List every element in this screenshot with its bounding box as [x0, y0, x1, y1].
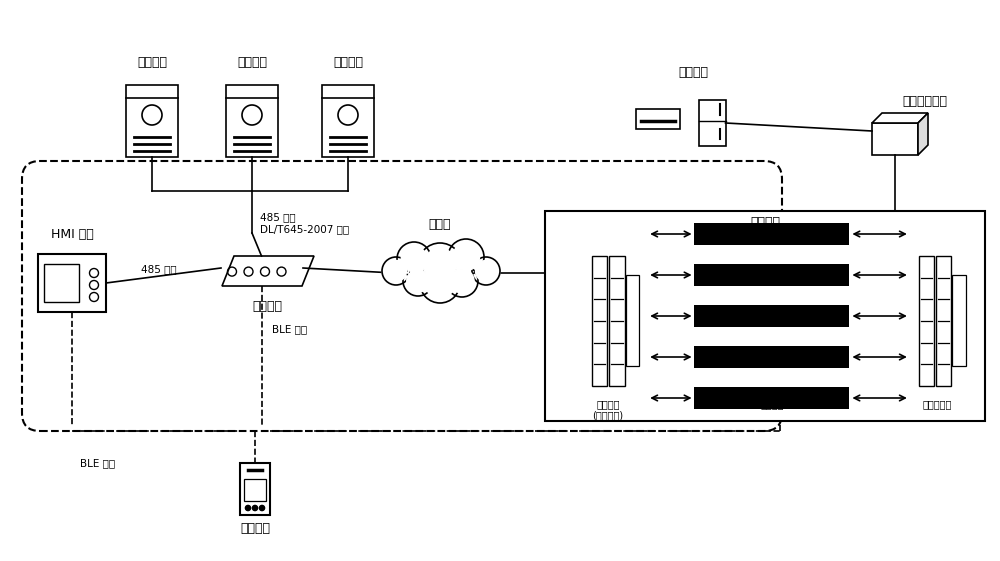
Bar	[694, 305, 849, 327]
Circle shape	[420, 263, 460, 303]
Bar	[694, 264, 849, 286]
Bar	[918, 256, 934, 386]
Circle shape	[407, 270, 429, 292]
Bar	[609, 256, 624, 386]
Text: 业务服务器: 业务服务器	[922, 399, 952, 409]
Circle shape	[446, 265, 478, 297]
Circle shape	[382, 257, 410, 285]
Circle shape	[252, 505, 258, 511]
Circle shape	[450, 269, 474, 293]
Text: 消息队列: 消息队列	[760, 399, 784, 409]
Bar	[636, 109, 680, 129]
Bar	[44, 264, 79, 302]
Text: BLE 无线: BLE 无线	[80, 458, 115, 468]
Bar	[952, 275, 966, 366]
Circle shape	[472, 257, 500, 285]
Text: 计量电表: 计量电表	[237, 57, 267, 70]
Bar	[694, 387, 849, 409]
Circle shape	[452, 243, 480, 270]
Circle shape	[448, 239, 484, 275]
Circle shape	[397, 242, 431, 276]
Bar	[240, 463, 270, 515]
Bar	[38, 254, 106, 312]
Polygon shape	[872, 113, 928, 123]
Bar	[694, 223, 849, 245]
Text: 接入集群
(安全解析): 接入集群 (安全解析)	[592, 399, 624, 421]
Text: 485 总线: 485 总线	[141, 264, 177, 274]
Bar	[322, 85, 374, 157]
Text: 用电设备: 用电设备	[678, 67, 708, 80]
Bar	[936, 256, 951, 386]
Bar	[126, 85, 178, 157]
Circle shape	[386, 260, 407, 282]
Text: 485 总线: 485 总线	[260, 212, 296, 222]
Bar	[698, 100, 726, 146]
Text: BLE 无线: BLE 无线	[272, 324, 307, 334]
Text: 服务后台: 服务后台	[750, 217, 780, 229]
Text: 计量电表: 计量电表	[333, 57, 363, 70]
Circle shape	[245, 505, 251, 511]
Polygon shape	[222, 256, 314, 286]
Text: 互联网: 互联网	[429, 218, 451, 232]
Bar	[626, 275, 639, 366]
Bar	[872, 123, 918, 155]
Circle shape	[476, 260, 497, 282]
Circle shape	[425, 268, 455, 298]
Bar	[545, 211, 985, 421]
Bar	[592, 256, 607, 386]
Text: 移动终端: 移动终端	[240, 522, 270, 536]
Circle shape	[401, 246, 427, 272]
Bar	[226, 85, 278, 157]
Text: HMI 模块: HMI 模块	[51, 228, 93, 241]
Circle shape	[259, 505, 265, 511]
Circle shape	[424, 249, 457, 282]
Circle shape	[418, 243, 462, 287]
Bar	[244, 479, 266, 501]
Text: DL/T645-2007 规约: DL/T645-2007 规约	[260, 224, 349, 234]
Text: 智能网关: 智能网关	[252, 301, 282, 314]
Circle shape	[403, 266, 433, 296]
Text: 计量电表: 计量电表	[137, 57, 167, 70]
Polygon shape	[918, 113, 928, 155]
Text: 智能控制设备: 智能控制设备	[902, 94, 948, 108]
Bar	[694, 346, 849, 368]
